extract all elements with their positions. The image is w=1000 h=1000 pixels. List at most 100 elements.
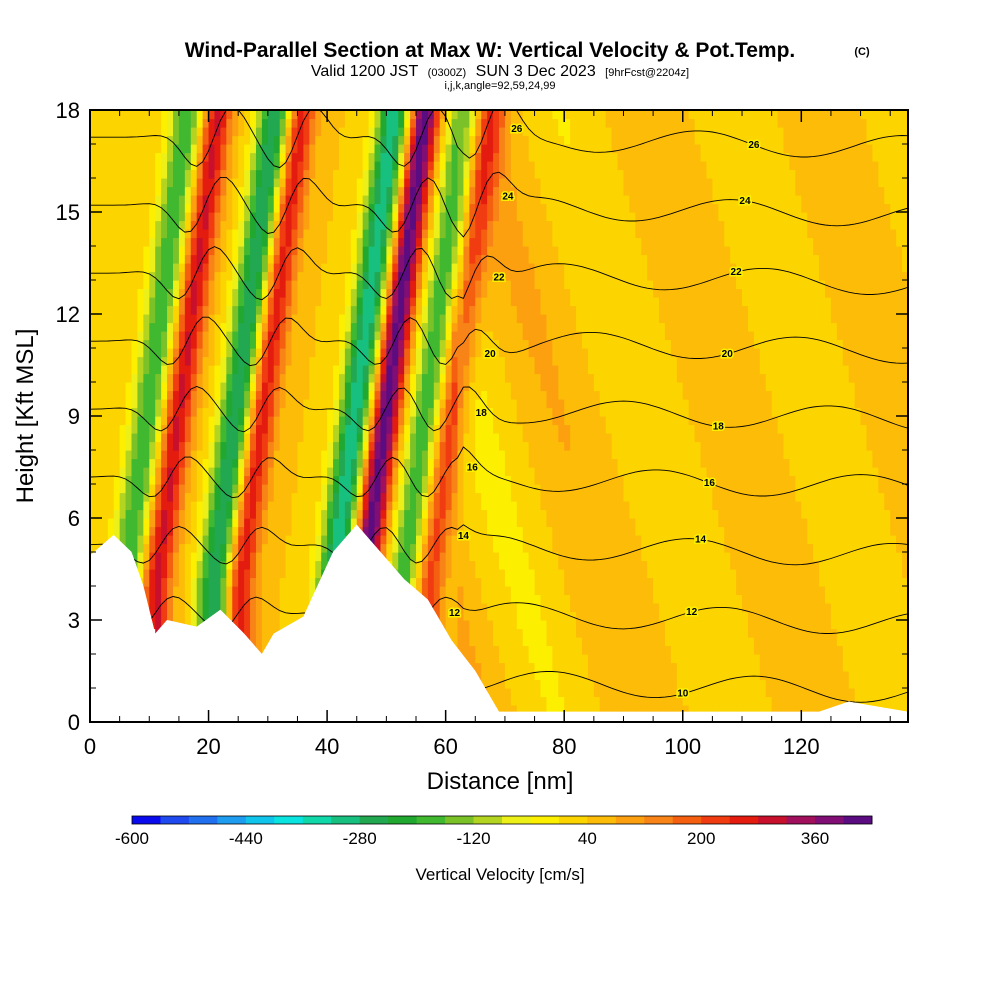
field-cell [718,569,725,579]
field-cell [155,526,162,536]
field-cell [570,611,577,621]
field-cell [884,654,891,664]
field-cell [238,594,245,604]
field-cell [427,475,435,485]
field-cell [504,441,512,451]
field-cell [659,458,666,468]
field-cell [327,475,334,485]
field-cell [558,518,565,528]
field-cell [172,441,180,451]
field-cell [493,569,500,579]
field-cell [641,501,648,511]
field-cell [516,382,524,392]
field-cell [90,450,97,460]
field-cell [285,467,293,477]
field-cell [593,560,601,570]
field-cell [890,679,897,689]
field-cell [250,501,257,511]
field-cell [487,577,494,587]
field-cell [155,603,162,613]
field-cell [534,620,542,630]
field-cell [830,467,838,477]
field-cell [700,526,708,536]
field-cell [629,662,636,672]
field-cell [611,518,619,528]
field-cell [736,569,743,579]
field-cell [884,586,891,596]
field-cell [232,416,239,426]
field-cell [902,577,908,587]
field-cell [902,662,908,672]
field-cell [647,416,654,426]
field-cell [161,356,168,366]
field-cell [504,501,512,511]
field-cell [629,611,636,621]
field-cell [321,450,328,460]
field-cell [534,509,542,519]
field-cell [546,450,553,460]
field-cell [214,594,222,604]
field-cell [279,543,287,553]
field-cell [819,654,826,664]
field-cell [433,594,441,604]
field-cell [848,458,856,468]
field-cell [522,560,530,570]
field-cell [540,356,548,366]
field-cell [730,628,737,638]
field-cell [641,586,648,596]
field-cell [783,594,791,604]
field-cell [540,594,548,604]
field-cell [664,416,672,426]
field-cell [777,484,785,494]
field-cell [783,569,791,579]
field-cell [848,543,856,553]
field-cell [688,535,696,545]
field-cell [534,467,542,477]
field-cell [469,382,476,392]
field-cell [90,390,97,400]
field-cell [795,433,802,443]
field-cell [676,382,684,392]
field-cell [386,382,393,392]
field-cell [807,679,814,689]
field-cell [635,645,642,655]
field-cell [90,467,97,477]
field-cell [581,492,589,502]
field-cell [724,424,731,434]
field-cell [528,518,536,528]
field-cell [457,637,465,647]
field-cell [759,535,767,545]
field-cell [896,645,903,655]
field-cell [362,390,370,400]
field-cell [878,696,885,706]
field-cell [161,603,168,613]
field-cell [475,577,482,587]
field-cell [404,416,411,426]
field-cell [558,705,565,712]
field-cell [285,535,293,545]
field-cell [261,399,269,409]
field-cell [736,390,743,400]
field-cell [504,535,512,545]
field-cell [392,365,399,375]
field-cell [647,390,654,400]
field-cell [682,450,690,460]
field-cell [190,399,198,409]
field-cell [427,390,435,400]
field-cell [232,365,239,375]
field-cell [866,424,874,434]
field-cell [333,424,340,434]
field-cell [878,577,885,587]
field-cell [291,535,299,545]
field-cell [664,441,672,451]
field-cell [611,467,619,477]
field-cell [570,509,577,519]
field-cell [333,433,340,443]
field-cell [190,569,198,579]
field-cell [605,577,613,587]
field-cell [285,450,293,460]
field-cell [872,535,879,545]
field-cell [552,458,559,468]
field-cell [510,560,518,570]
field-cell [676,526,684,536]
